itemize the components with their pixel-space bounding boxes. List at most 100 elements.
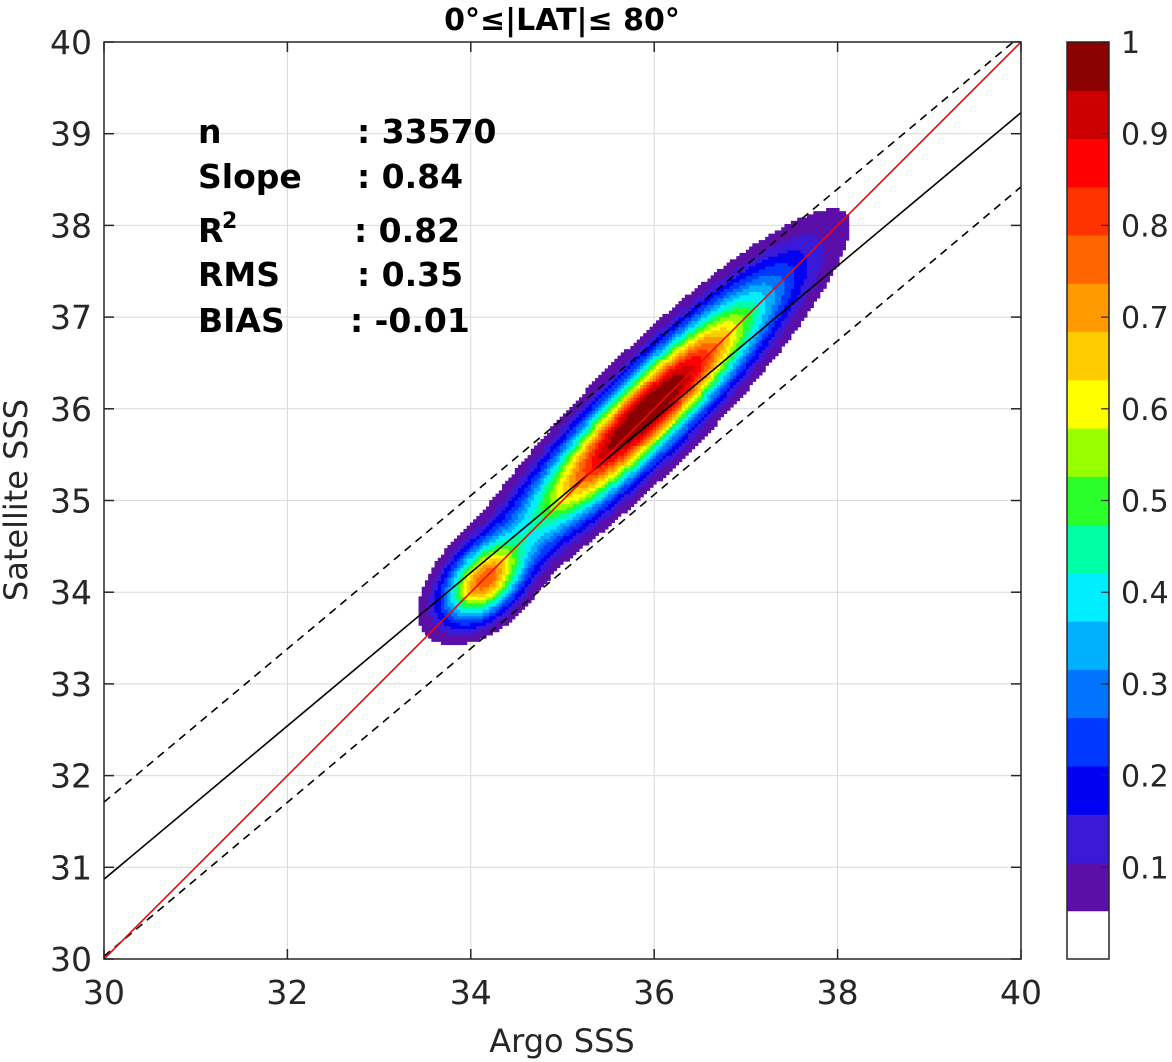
density-cell [713,400,718,405]
density-cell [656,345,660,350]
density-cell [501,612,506,617]
density-cell [453,618,458,623]
density-cell [713,281,718,286]
density-cell [745,285,750,289]
density-cell [771,320,776,325]
density-cell [537,577,542,581]
density-cell [678,448,683,453]
density-cell [485,519,490,524]
density-cell [562,487,567,492]
density-cell [627,394,631,398]
density-cell [617,358,622,363]
density-cell [720,349,725,354]
density-cell [736,291,741,296]
density-cell [688,435,692,440]
density-cell [540,467,545,472]
density-cell [636,387,641,392]
density-cell [781,301,786,305]
density-cell [729,387,734,392]
density-cell [729,381,734,386]
density-cell [601,397,606,402]
density-cell [521,471,526,475]
density-cell [636,413,641,418]
density-cell [591,445,596,450]
density-cell [765,272,769,276]
density-cell [611,413,615,418]
density-cell [700,403,705,408]
density-cell [424,625,429,630]
density-cell [521,464,526,469]
density-cell [742,339,747,344]
density-cell [726,352,731,357]
density-cell [678,378,683,382]
density-cell [553,426,558,431]
density-cell [559,535,564,540]
density-cell [601,403,606,408]
density-cell [591,439,596,443]
density-cell [652,352,657,357]
density-cell [530,551,535,556]
density-cell [627,458,631,463]
density-cell [643,365,648,370]
density-cell [498,528,503,533]
density-cell [736,355,741,360]
density-cell [794,281,798,286]
density-cell [569,496,574,501]
density-cell [585,455,590,459]
density-cell [684,336,689,341]
density-cell [585,387,590,392]
density-cell [691,336,696,341]
density-cell [460,551,465,556]
density-cell [684,345,689,350]
density-cell [639,471,644,475]
density-cell [797,288,802,293]
density-cell [639,400,644,405]
density-cell [476,602,481,607]
density-cell [553,525,558,530]
density-cell [444,593,449,597]
density-cell [700,333,705,337]
density-cell [678,439,683,443]
density-cell [492,541,497,546]
density-cell [726,275,731,280]
density-cell [707,368,712,373]
density-cell [492,544,497,549]
density-cell [428,618,432,623]
density-cell [530,593,535,597]
density-cell [713,288,718,293]
density-cell [646,426,651,431]
density-cell [617,439,622,443]
density-cell [453,567,458,572]
density-cell [639,477,644,482]
density-cell [431,638,436,642]
density-cell [498,599,503,604]
density-cell [579,445,583,450]
density-cell [598,493,603,498]
density-cell [636,477,641,482]
density-cell [649,435,654,440]
density-cell [758,365,763,370]
density-cell [556,490,561,495]
density-cell [498,535,503,540]
density-cell [668,448,673,453]
density-cell [543,467,548,472]
density-cell [428,599,432,604]
density-cell [771,272,776,276]
density-cell [495,532,500,536]
density-cell [659,323,664,328]
density-cell [784,310,789,315]
density-cell [678,451,683,456]
density-cell [627,464,631,469]
density-cell [575,471,580,475]
density-cell [662,451,667,456]
density-cell [463,570,468,575]
density-cell [627,487,631,492]
density-cell [447,564,452,569]
density-cell [668,426,673,431]
density-cell [511,503,516,508]
density-cell [752,317,757,321]
density-cell [582,429,587,434]
density-cell [704,426,708,431]
density-cell [755,272,760,276]
density-cell [559,512,564,517]
